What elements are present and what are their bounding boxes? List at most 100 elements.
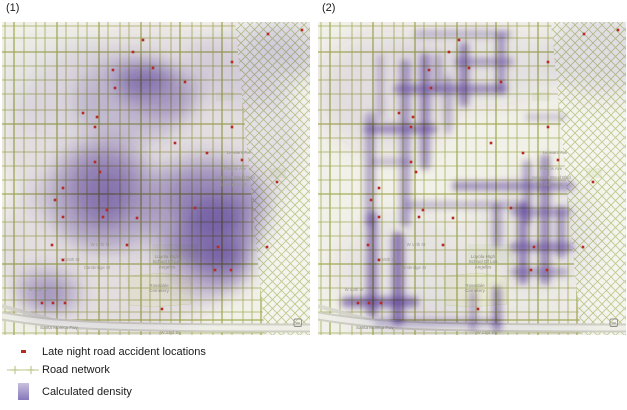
accident-point [429, 86, 433, 90]
accident-point [591, 180, 595, 184]
accident-point [101, 215, 105, 219]
accident-point [50, 243, 54, 247]
map-attribution-icon [609, 318, 618, 327]
accident-point [457, 38, 461, 42]
accident-point [216, 245, 220, 249]
accident-point [367, 301, 371, 305]
accident-point [40, 301, 44, 305]
accident-points-layer [40, 28, 304, 311]
accident-point [509, 206, 513, 210]
accident-point [275, 180, 279, 184]
street-label: W 23rd St [476, 330, 496, 335]
road-network-symbol [4, 364, 42, 376]
accident-point [61, 215, 65, 219]
accident-point [377, 258, 381, 262]
street-label: Francis Ave [540, 166, 563, 171]
accident-point [582, 32, 586, 36]
accident-point [489, 141, 493, 145]
street-label: Leeward Ave [227, 150, 252, 155]
accident-point [160, 307, 164, 311]
accident-point [414, 170, 418, 174]
accident-point [409, 160, 413, 164]
school-label: Angeles [475, 264, 492, 269]
accident-point [447, 50, 451, 54]
legend-item-road-network: Road network [4, 362, 324, 377]
accident-point [95, 115, 99, 119]
accident-point [409, 125, 413, 129]
accident-point [61, 258, 65, 262]
accident-point [141, 38, 145, 42]
street-label: W 13th St [29, 287, 49, 292]
street-label: San Marino St [219, 182, 247, 187]
accident-point [63, 301, 67, 305]
accident-point [499, 80, 503, 84]
accident-point [476, 307, 480, 311]
accident-point [545, 268, 549, 272]
school-label: Loyola High [471, 254, 496, 259]
panel-1-label: (1) [6, 2, 20, 14]
accident-point [113, 86, 117, 90]
legend: Late night road accident locations Road … [4, 344, 324, 400]
accident-point [81, 111, 85, 115]
accident-point [105, 208, 109, 212]
accident-point [98, 170, 102, 174]
legend-item-accidents: Late night road accident locations [4, 344, 324, 359]
school-label: Angeles [159, 264, 176, 269]
accident-point [421, 208, 425, 212]
accident-point [467, 66, 471, 70]
accident-point [205, 151, 209, 155]
legend-label-accidents: Late night road accident locations [42, 345, 206, 358]
accident-point [546, 60, 550, 64]
accident-point [546, 125, 550, 129]
accident-point [173, 141, 177, 145]
accident-point [581, 245, 585, 249]
accident-point [61, 186, 65, 190]
density-gradient-symbol [4, 383, 42, 400]
freeway-label: Santa Monica Fwy [40, 325, 78, 330]
accident-point [417, 215, 421, 219]
accident-point [532, 245, 536, 249]
legend-label-density: Calculated density [42, 385, 132, 398]
accident-point [411, 115, 415, 119]
cemetery-label: Rosedale [465, 283, 485, 288]
kernel-density-layer [2, 22, 310, 335]
accident-point [266, 32, 270, 36]
accident-point [521, 151, 525, 155]
accident-point [377, 186, 381, 190]
accident-point [366, 243, 370, 247]
school-label: Loyola High [155, 254, 180, 259]
street-label: Francis Ave [224, 166, 247, 171]
accident-point [441, 243, 445, 247]
street-label: W 12th St [91, 242, 111, 247]
accident-point [356, 301, 360, 305]
accident-point [193, 206, 197, 210]
street-label: James M Wood Blvd [531, 175, 571, 180]
accident-point [300, 28, 304, 32]
accident-marker-symbol [4, 350, 42, 353]
street-label: W 12th St [407, 242, 427, 247]
street-label: W 15th St [61, 257, 81, 262]
accident-point [529, 268, 533, 272]
accident-point [616, 28, 620, 32]
accident-point [379, 301, 383, 305]
street-label: W 15th St [377, 257, 397, 262]
accident-point [93, 125, 97, 129]
cemetery-label: Cemetery [465, 288, 486, 293]
accident-point [111, 68, 115, 72]
map-attribution-icon [293, 318, 302, 327]
accident-point [397, 111, 401, 115]
accident-point [183, 80, 187, 84]
accident-point [125, 243, 129, 247]
school-label: School Of Los [153, 259, 183, 264]
street-label: James M Wood Blvd [215, 175, 255, 180]
accident-point [369, 198, 373, 202]
accident-point [53, 198, 57, 202]
cemetery-label: Cemetery [149, 288, 170, 293]
street-label: W 13th St [345, 287, 365, 292]
